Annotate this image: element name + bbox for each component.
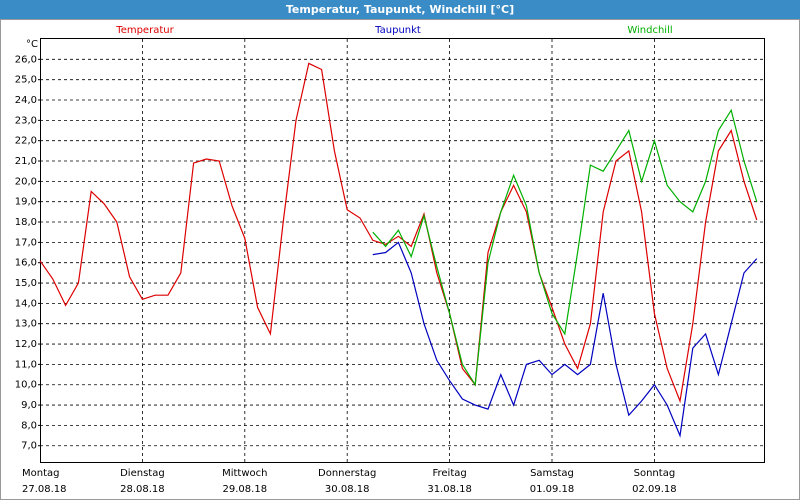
y-tick-label: 10,0: [15, 380, 37, 391]
x-tick-label: 28.08.18: [120, 484, 165, 495]
series-line: [372, 241, 758, 438]
x-tick-label: 27.08.18: [22, 484, 67, 495]
y-tick-label: 23,0: [15, 115, 37, 126]
y-tick-label: 20,0: [15, 176, 37, 187]
y-tick-label: 8,0: [21, 420, 37, 431]
y-tick-label: 16,0: [15, 258, 37, 269]
y-tick-label: 19,0: [15, 197, 37, 208]
window-border: [0, 19, 800, 500]
y-tick-label: 15,0: [15, 278, 37, 289]
x-tick-label: Freitag: [432, 468, 466, 479]
y-tick-label: 14,0: [15, 298, 37, 309]
y-tick-label: 17,0: [15, 237, 37, 248]
plot-frame: [40, 38, 765, 463]
legend-entry: Temperatur: [115, 25, 174, 36]
x-tick-label: Samstag: [530, 468, 574, 479]
y-tick-label: 12,0: [15, 339, 37, 350]
y-tick-label: 11,0: [15, 359, 37, 370]
y-tick-label: 13,0: [15, 319, 37, 330]
y-tick-label: 26,0: [15, 54, 37, 65]
x-tick-label: 01.09.18: [530, 484, 575, 495]
y-tick-label: 21,0: [15, 156, 37, 167]
y-tick-label: 24,0: [15, 95, 37, 106]
series-line: [39, 62, 758, 404]
y-tick-label: 9,0: [21, 400, 37, 411]
y-axis-label: °C: [26, 39, 38, 50]
y-tick-label: 7,0: [21, 441, 37, 452]
y-tick-label: 18,0: [15, 217, 37, 228]
x-tick-label: 29.08.18: [223, 484, 268, 495]
series-line: [372, 108, 758, 387]
y-tick-label: 22,0: [15, 136, 37, 147]
x-tick-label: Mittwoch: [222, 468, 267, 479]
x-tick-label: 30.08.18: [325, 484, 370, 495]
x-tick-label: Dienstag: [120, 468, 165, 479]
title-bar: Temperatur, Taupunkt, Windchill [°C]: [0, 0, 800, 19]
x-tick-label: Montag: [22, 468, 59, 479]
y-tick-label: 25,0: [15, 75, 37, 86]
x-tick-label: 02.09.18: [632, 484, 677, 495]
legend-entry: Windchill: [627, 25, 672, 36]
x-tick-label: 31.08.18: [427, 484, 472, 495]
x-tick-label: Donnerstag: [318, 468, 376, 479]
x-tick-label: Sonntag: [634, 468, 676, 479]
legend-entry: Taupunkt: [374, 25, 421, 36]
